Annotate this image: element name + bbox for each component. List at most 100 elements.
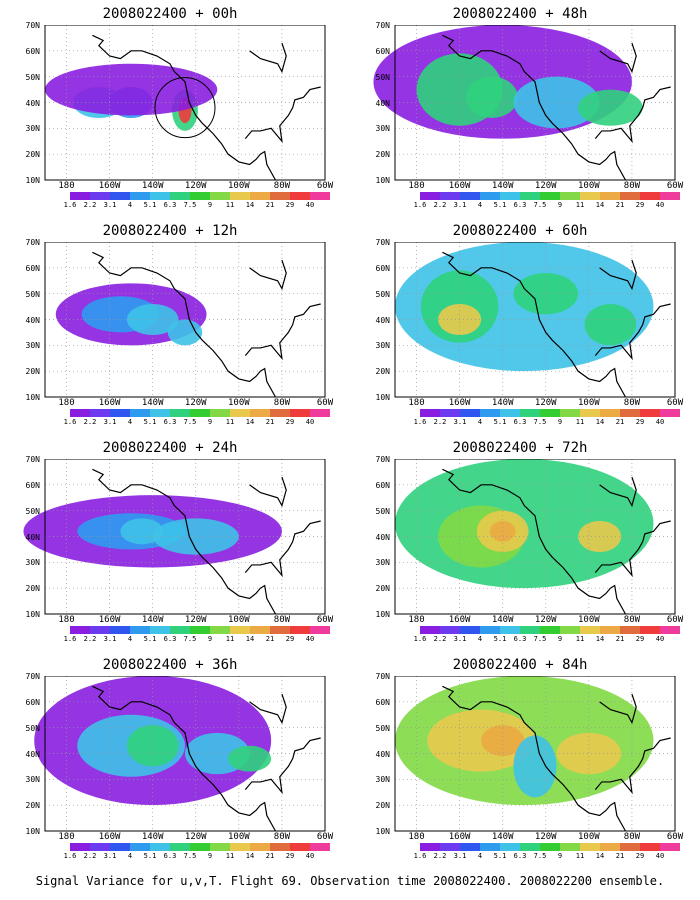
lon-tick-label: 80W xyxy=(273,398,291,408)
colorbar-label: 6.3 xyxy=(163,852,177,860)
colorbar-swatch xyxy=(440,843,460,851)
colorbar-label: 6.3 xyxy=(163,201,177,209)
colorbar-swatch xyxy=(500,192,520,200)
colorbar-label: 5.1 xyxy=(493,635,507,643)
lon-tick-label: 160W xyxy=(448,181,471,191)
variance-region xyxy=(167,319,203,346)
coastline xyxy=(594,737,671,795)
colorbar-swatch xyxy=(560,409,580,417)
coastline xyxy=(594,86,671,144)
lat-tick-label: 20N xyxy=(375,584,390,594)
colorbar-label: 3.1 xyxy=(103,635,117,643)
variance-map xyxy=(394,242,676,398)
colorbar-swatch xyxy=(600,409,620,417)
lat-tick-label: 70N xyxy=(375,672,390,681)
colorbar xyxy=(50,626,330,634)
observation-circle xyxy=(154,77,216,139)
colorbar-label: 2.2 xyxy=(83,852,97,860)
colorbar-swatch xyxy=(460,626,480,634)
colorbar-label: 11 xyxy=(225,418,235,426)
colorbar-swatch xyxy=(540,626,560,634)
lat-tick-label: 60N xyxy=(375,263,390,273)
colorbar-swatch xyxy=(660,192,680,200)
lat-tick-label: 10N xyxy=(375,610,390,619)
colorbar-swatch xyxy=(480,626,500,634)
colorbar-swatch xyxy=(440,626,460,634)
lat-tick-label: 60N xyxy=(25,263,40,273)
map-panel: 2008022400 + 12h 10N 20N 30N 40N 50N 60N 70N 180… xyxy=(10,222,334,432)
lon-tick-label: 160W xyxy=(448,615,471,625)
colorbar-swatch xyxy=(620,843,640,851)
colorbar-swatch xyxy=(310,626,330,634)
colorbar-swatch xyxy=(580,626,600,634)
lon-tick-label: 100W xyxy=(578,832,600,842)
colorbar-swatch xyxy=(150,192,170,200)
colorbar-swatch xyxy=(170,192,190,200)
colorbar-swatch xyxy=(130,626,150,634)
colorbar-swatch xyxy=(400,843,420,851)
lat-tick-label: 30N xyxy=(375,341,390,351)
colorbar-label: 4 xyxy=(127,418,133,426)
colorbar-swatch xyxy=(540,192,560,200)
colorbar-label: 2.2 xyxy=(433,201,447,209)
colorbar-label: 4 xyxy=(127,201,133,209)
colorbar-label: 9 xyxy=(557,852,563,860)
colorbar-swatch xyxy=(520,626,540,634)
colorbar-label: 5.1 xyxy=(493,418,507,426)
colorbar-swatch xyxy=(170,626,190,634)
lat-tick-label: 60N xyxy=(375,697,390,707)
colorbar-swatch xyxy=(290,409,310,417)
colorbar-swatch xyxy=(290,626,310,634)
colorbar-label: 21 xyxy=(265,201,275,209)
panel-title: 2008022400 + 48h xyxy=(452,6,588,22)
colorbar-label: 3.1 xyxy=(453,852,467,860)
colorbar-swatch xyxy=(580,409,600,417)
colorbar-label: 2.2 xyxy=(433,418,447,426)
colorbar-label: 40 xyxy=(305,201,315,209)
colorbar-label: 2.2 xyxy=(433,852,447,860)
lon-tick-label: 140W xyxy=(491,615,514,625)
colorbar xyxy=(400,843,680,851)
colorbar-swatch xyxy=(580,843,600,851)
map-frame xyxy=(44,25,326,181)
colorbar-swatch xyxy=(420,843,440,851)
colorbar-swatch xyxy=(540,843,560,851)
colorbar-label: 11 xyxy=(575,635,585,643)
colorbar-swatch xyxy=(90,409,110,417)
colorbar-labels: 1.6 2.2 3.1 4 5.1 6.3 7.5 9 11 14 21 29 40 xyxy=(50,635,330,643)
colorbar-swatch xyxy=(270,409,290,417)
variance-region xyxy=(427,709,535,772)
variance-region xyxy=(45,63,218,116)
colorbar-swatch xyxy=(230,192,250,200)
coastline xyxy=(442,468,626,615)
colorbar-labels: 1.6 2.2 3.1 4 5.1 6.3 7.5 9 11 14 21 29 40 xyxy=(50,418,330,426)
colorbar-label: 9 xyxy=(557,635,563,643)
variance-region xyxy=(513,76,600,129)
lon-tick-label: 60W xyxy=(316,615,334,625)
colorbar-swatch xyxy=(580,192,600,200)
colorbar-swatch xyxy=(270,626,290,634)
colorbar-label: 9 xyxy=(557,201,563,209)
colorbar-label: 21 xyxy=(265,852,275,860)
colorbar-label: 4 xyxy=(477,635,483,643)
lon-tick-label: 80W xyxy=(273,181,291,191)
map-panel: 2008022400 + 48h 10N 20N 30N 40N 50N 60N 70N 180… xyxy=(360,5,683,215)
lon-tick-label: 60W xyxy=(316,398,334,408)
colorbar-swatch xyxy=(460,192,480,200)
colorbar-swatch xyxy=(170,843,190,851)
variance-region xyxy=(126,725,179,767)
coastline xyxy=(244,303,321,361)
panel-title: 2008022400 + 84h xyxy=(452,657,588,673)
lon-tick-label: 180 xyxy=(408,398,425,408)
colorbar-label: 5.1 xyxy=(143,852,157,860)
coastline xyxy=(599,693,637,725)
coastline xyxy=(244,520,321,578)
lon-tick-label: 160W xyxy=(98,832,121,842)
colorbar-label: 29 xyxy=(635,418,645,426)
variance-region xyxy=(513,735,557,798)
map-panel: 2008022400 + 60h 10N 20N 30N 40N 50N 60N 70N 180… xyxy=(360,222,684,432)
lat-tick-label: 40N xyxy=(375,98,390,108)
lat-tick-label: 40N xyxy=(375,315,390,325)
variance-region xyxy=(466,76,518,118)
coastline xyxy=(599,42,637,74)
